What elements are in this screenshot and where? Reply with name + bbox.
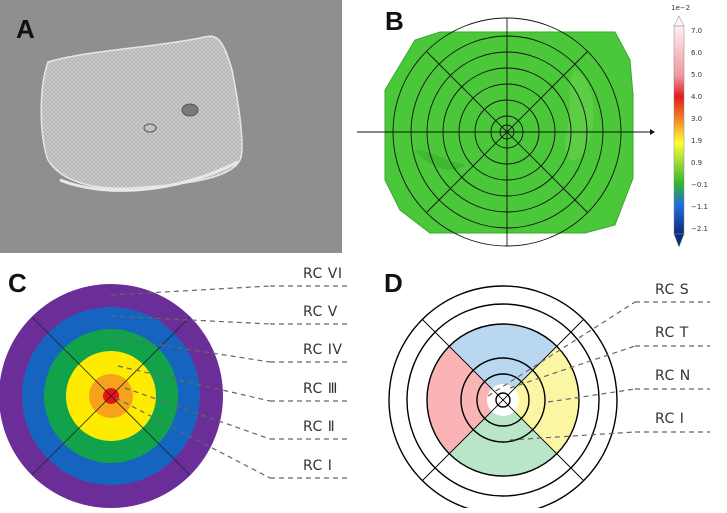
label-rc-i-sector: RC I	[655, 411, 685, 427]
label-rc-vi: RC VI	[303, 266, 343, 282]
panel-b: B 1e−2 7.0 6.0 5.0 4.0 3.0 1.9 0.9 −0.1 …	[345, 0, 727, 253]
colorbar-exponent: 1e−2	[671, 4, 691, 12]
label-rc-t: RC T	[655, 325, 689, 341]
sector-rc-n	[503, 346, 580, 454]
thickness-map	[357, 17, 655, 247]
label-rc-v: RC V	[303, 304, 338, 320]
panel-d: D RC S RC T RC N RC I	[370, 258, 727, 513]
sector-rc-i	[449, 400, 557, 477]
sector-rc-s	[449, 323, 557, 400]
colorbar-tick: 4.0	[691, 93, 703, 101]
panel-label-b: B	[385, 6, 404, 36]
colorbar-tick: 6.0	[691, 49, 703, 57]
panel-a: A	[0, 0, 342, 253]
label-rc-s: RC S	[655, 282, 690, 298]
panel-label-c: C	[8, 268, 27, 298]
colorbar-tick: −0.1	[691, 181, 708, 189]
label-rc-n: RC N	[655, 368, 691, 384]
panel-c: C RC VI RC V RC IV RC Ⅲ RC Ⅱ RC Ⅰ	[0, 258, 370, 508]
colorbar-tick: 1.9	[691, 137, 703, 145]
sector-diagram	[388, 285, 710, 513]
panel-label-a: A	[16, 14, 35, 44]
panel-label-d: D	[384, 268, 403, 298]
label-rc-ii: RC Ⅱ	[303, 419, 336, 435]
sector-rc-t	[426, 346, 503, 454]
colorbar-tick: 0.9	[691, 159, 703, 167]
eye-mesh-image	[40, 35, 243, 192]
label-rc-iii: RC Ⅲ	[303, 381, 338, 397]
label-rc-iv: RC IV	[303, 342, 343, 358]
colorbar-tick: 3.0	[691, 115, 703, 123]
colorbar-tick: −2.1	[691, 225, 708, 233]
rings-diagram	[0, 284, 350, 508]
colorbar-tick: 7.0	[691, 27, 703, 35]
colorbar-tick: −1.1	[691, 203, 708, 211]
colorbar-tick: 5.0	[691, 71, 703, 79]
colorbar	[673, 15, 685, 248]
label-rc-i: RC Ⅰ	[303, 458, 333, 474]
